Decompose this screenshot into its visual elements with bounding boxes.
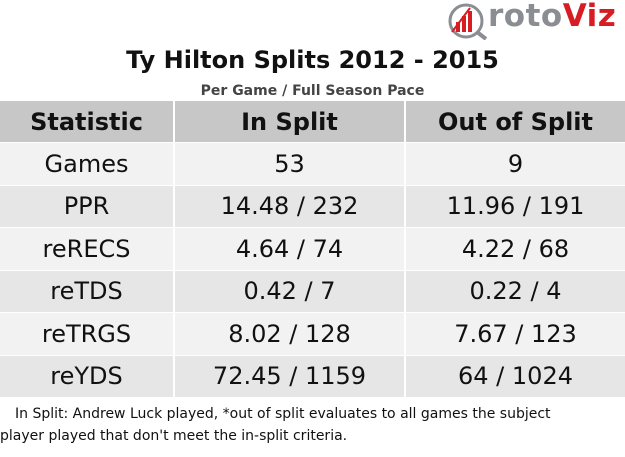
out-of-split-value: 11.96 / 191 — [446, 192, 585, 221]
logo-wordmark: rotoViz — [488, 0, 617, 34]
statistic-name: reYDS — [0, 355, 175, 397]
table-header-row: Statistic In Split Out of Split — [0, 101, 625, 143]
table-row: reTRGS 8.02 / 128 7.67 / 123 — [0, 313, 625, 356]
statistic-name: Games — [0, 143, 175, 185]
bar-chart-magnifier-icon — [448, 3, 488, 40]
statistic-name: PPR — [0, 185, 175, 227]
splits-table: Statistic In Split Out of Split Games 53… — [0, 101, 625, 398]
in-split-value: 14.48 / 232 — [175, 185, 406, 227]
out-of-split-value: 0.22 / 4 — [469, 277, 562, 306]
in-split-value: 72.45 / 1159 — [175, 355, 406, 397]
footnote-line-1: In Split: Andrew Luck played, *out of sp… — [15, 406, 551, 422]
table-row: Games 53 9 — [0, 143, 625, 186]
in-split-value: 8.02 / 128 — [175, 313, 406, 355]
table-row: reYDS 72.45 / 1159 64 / 1024 — [0, 355, 625, 398]
out-of-split-value: 9 — [507, 149, 524, 178]
column-header-in-split: In Split — [175, 101, 406, 142]
statistic-name: reTRGS — [0, 313, 175, 355]
in-split-value: 53 — [175, 143, 406, 185]
column-header-out-of-split: Out of Split — [438, 107, 593, 136]
statistic-name: reRECS — [0, 228, 175, 270]
table-row: PPR 14.48 / 232 11.96 / 191 — [0, 185, 625, 228]
out-of-split-value: 4.22 / 68 — [461, 234, 570, 263]
statistic-name: reTDS — [0, 270, 175, 312]
footnote-line-2: player played that don't meet the in-spl… — [0, 428, 348, 444]
table-row: reTDS 0.42 / 7 0.22 / 4 — [0, 270, 625, 313]
in-split-value: 0.42 / 7 — [175, 270, 406, 312]
page-subtitle: Per Game / Full Season Pace — [200, 83, 425, 99]
rotoviz-logo: rotoViz — [444, 0, 625, 40]
column-header-statistic: Statistic — [0, 101, 175, 142]
out-of-split-value: 64 / 1024 — [458, 362, 573, 391]
page-title: Ty Hilton Splits 2012 - 2015 — [126, 46, 499, 74]
in-split-value: 4.64 / 74 — [175, 228, 406, 270]
footnote: In Split: Andrew Luck played, *out of sp… — [0, 403, 625, 447]
table-row: reRECS 4.64 / 74 4.22 / 68 — [0, 228, 625, 271]
out-of-split-value: 7.67 / 123 — [454, 319, 577, 348]
